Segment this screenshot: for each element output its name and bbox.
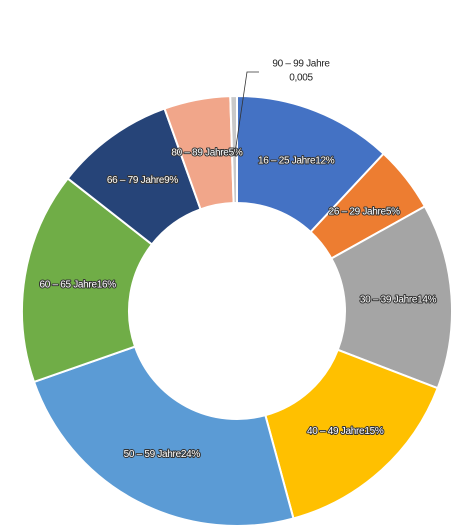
value-label: 15% (364, 425, 384, 436)
value-label: 5% (386, 206, 400, 217)
donut-slice (229, 94, 238, 205)
value-label: 5% (229, 147, 243, 158)
value-label: 9% (164, 175, 178, 186)
data-label: 50 – 59 Jahre24% (124, 449, 201, 460)
data-label: 16 – 25 Jahre12% (258, 155, 335, 166)
data-label: 40 – 49 Jahre15% (307, 425, 384, 436)
category-label: 50 – 59 Jahre (124, 449, 182, 460)
donut-slice (264, 348, 439, 520)
category-label: 90 – 99 Jahre (272, 59, 330, 70)
donut-slice (32, 345, 295, 527)
data-label: 60 – 65 Jahre16% (39, 279, 116, 290)
data-label: 66 – 79 Jahre9% (107, 175, 179, 186)
value-label: 0,005 (289, 73, 313, 84)
category-label: 30 – 39 Jahre (360, 294, 418, 305)
category-label: 66 – 79 Jahre (107, 175, 165, 186)
category-label: 40 – 49 Jahre (307, 425, 365, 436)
data-label: 80 – 89 Jahre5% (171, 147, 243, 158)
category-label: 16 – 25 Jahre (258, 155, 316, 166)
data-label: 30 – 39 Jahre14% (360, 294, 437, 305)
category-label: 80 – 89 Jahre (171, 147, 229, 158)
data-label: 26 – 29 Jahre5% (329, 206, 401, 217)
donut-slice (330, 205, 453, 390)
category-label: 60 – 65 Jahre (39, 279, 97, 290)
leader-line (234, 71, 259, 157)
category-label: 26 – 29 Jahre (329, 206, 387, 217)
value-label: 14% (417, 294, 437, 305)
value-label: 24% (181, 449, 201, 460)
value-label: 12% (315, 155, 335, 166)
donut-slice (21, 177, 154, 384)
value-label: 16% (97, 279, 117, 290)
